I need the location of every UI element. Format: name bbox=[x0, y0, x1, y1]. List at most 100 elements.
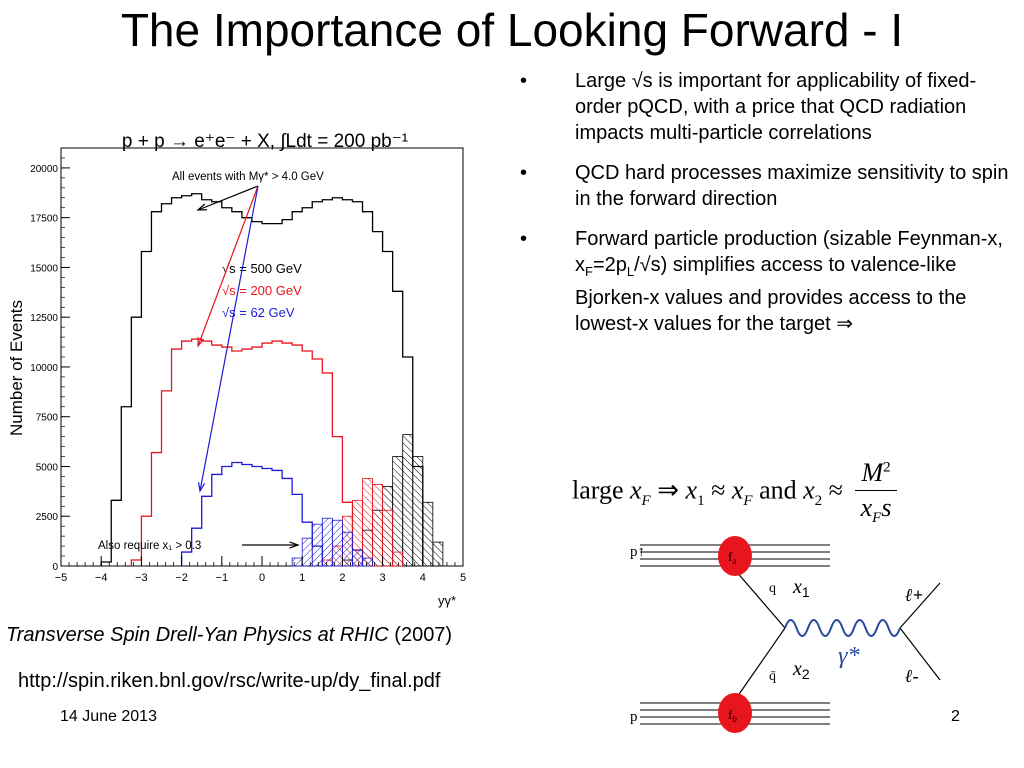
lepton-plus-line bbox=[899, 582, 941, 629]
y-tick-label: 17500 bbox=[30, 214, 58, 225]
annotation-arrow bbox=[197, 185, 259, 211]
histogram-outline bbox=[130, 338, 364, 566]
x-tick-label: 0 bbox=[259, 572, 265, 584]
histogram-bin bbox=[422, 501, 434, 567]
p-label: p bbox=[630, 709, 638, 725]
histogram-bin bbox=[382, 509, 394, 567]
bullet-text-post: /√s) simplifies access to valence-like B… bbox=[575, 254, 967, 335]
formula-sub-f: F bbox=[641, 492, 651, 509]
formula-x-b: x bbox=[731, 475, 744, 505]
series-0 bbox=[100, 193, 424, 566]
histogram-bin bbox=[331, 519, 343, 567]
feynman-diagram: fa fb p↑ p q q̄ x1 x2 γ* ℓ+ ℓ- bbox=[630, 536, 941, 733]
x1-label: x1 bbox=[792, 576, 810, 600]
citation: Transverse Spin Drell-Yan Physics at RHI… bbox=[6, 624, 452, 647]
histogram-layer bbox=[100, 193, 444, 567]
histogram-bin bbox=[372, 483, 383, 567]
slide-date: 14 June 2013 bbox=[60, 708, 157, 725]
quark-line bbox=[734, 569, 786, 629]
formula-den-s: s bbox=[881, 493, 892, 522]
bullet-marker: • bbox=[520, 228, 528, 250]
formula-fraction: M2 xFs bbox=[855, 458, 897, 527]
y-tick-label: 20000 bbox=[30, 164, 58, 175]
bullet-sub-f: F bbox=[585, 264, 593, 279]
histogram-bin bbox=[402, 434, 414, 567]
formula-sub-1: 1 bbox=[697, 492, 705, 509]
arrow-head bbox=[197, 336, 205, 348]
histogram-bin bbox=[352, 549, 363, 567]
parton-distribution-b bbox=[718, 693, 752, 733]
lepton-minus-label: ℓ- bbox=[905, 666, 919, 686]
formula-sub-f-b: F bbox=[743, 492, 753, 509]
histogram-bin bbox=[311, 523, 323, 567]
parton-distribution-a bbox=[718, 536, 752, 576]
bullet-sub-l: L bbox=[626, 264, 635, 279]
y-tick-label: 10000 bbox=[30, 363, 58, 374]
p-up-label: p↑ bbox=[630, 544, 645, 560]
series-2 bbox=[180, 461, 323, 566]
bullet-text-pre: Forward particle production (sizable Fey… bbox=[575, 228, 1003, 276]
histogram-bin bbox=[432, 541, 444, 567]
bullet-text: Large √s is important for applicability … bbox=[575, 70, 977, 144]
y-tick-label: 0 bbox=[52, 562, 58, 573]
arrow-head bbox=[197, 482, 206, 493]
formula-sub-2: 2 bbox=[814, 492, 823, 509]
legend-entry: √s = 62 GeV bbox=[222, 305, 295, 320]
legend-entry: √s = 200 GeV bbox=[222, 283, 302, 298]
kinematics-formula: large xF ⇒ x1 ≈ xF and x2 ≈ M2 xFs bbox=[572, 458, 897, 527]
x-tick-label: −2 bbox=[175, 572, 188, 584]
y-axis-label: Number of Events bbox=[7, 300, 26, 436]
formula-x1: x bbox=[685, 475, 698, 505]
x-tick-label: 2 bbox=[339, 572, 345, 584]
x2-label: x2 bbox=[792, 658, 810, 682]
formula-x2: x bbox=[803, 475, 815, 505]
y-tick-label: 5000 bbox=[36, 462, 59, 473]
photon-label: γ* bbox=[838, 643, 859, 669]
x-tick-label: −5 bbox=[55, 572, 68, 584]
x-tick-label: 1 bbox=[299, 572, 305, 584]
slide-number: 2 bbox=[951, 708, 960, 725]
histogram-bin bbox=[362, 557, 373, 567]
y-tick-label: 2500 bbox=[36, 512, 59, 523]
bullet-item: • QCD hard processes maximize sensitivity… bbox=[520, 160, 1020, 212]
histogram-bin bbox=[392, 456, 404, 567]
bullet-text-mid: =2p bbox=[592, 254, 627, 276]
annotation-x1-cut: Also require x₁ > 0.3 bbox=[98, 540, 201, 552]
x-tick-label: −4 bbox=[95, 572, 108, 584]
formula-word-and: and bbox=[759, 475, 797, 505]
chart-title: p + p → e⁺e⁻ + X, ∫Ldt = 200 pb⁻¹ bbox=[122, 131, 408, 152]
lepton-plus-label: ℓ+ bbox=[905, 585, 923, 605]
slide-title: The Importance of Looking Forward - I bbox=[120, 4, 904, 56]
bullet-marker: • bbox=[520, 162, 528, 184]
fa-label: fa bbox=[728, 549, 736, 566]
annotation-all-events: All events with Mγ* > 4.0 GeV bbox=[172, 171, 324, 183]
formula-implies: ⇒ bbox=[657, 475, 680, 505]
bullet-item: • Large √s is important for applicability… bbox=[520, 68, 1020, 146]
x-tick-label: −3 bbox=[135, 572, 148, 584]
y-tick-label: 15000 bbox=[30, 263, 58, 274]
x-tick-label: −1 bbox=[216, 572, 229, 584]
formula-approx-b: ≈ bbox=[828, 475, 843, 505]
histogram-outline bbox=[180, 461, 323, 566]
formula-sup-2: 2 bbox=[883, 459, 891, 476]
histogram-bin bbox=[392, 551, 404, 567]
arrow-head bbox=[196, 203, 208, 211]
annotations: All events with Mγ* > 4.0 GeV Also requi… bbox=[98, 171, 324, 552]
bullet-item: • Forward particle production (sizable Fe… bbox=[520, 226, 1020, 337]
tick-layer: −5 −4 −3 −2 −1 0 1 2 3 4 5 0 2500 5000 7500 10000 12500 1… bbox=[30, 147, 466, 584]
reference-link[interactable]: http://spin.riken.bnl.gov/rsc/write-up/d… bbox=[18, 670, 441, 692]
x-axis-label: yγ* bbox=[438, 593, 456, 608]
qbar-label: q̄ bbox=[769, 669, 776, 684]
photon-propagator bbox=[784, 619, 901, 637]
annotation-arrow bbox=[197, 185, 259, 347]
series-5 bbox=[291, 517, 373, 567]
x-tick-label: 5 bbox=[460, 572, 466, 584]
histogram-bin bbox=[321, 517, 333, 567]
annotation-arrow bbox=[199, 185, 259, 492]
fb-label: fb bbox=[728, 707, 737, 724]
formula-word-large: large bbox=[572, 475, 624, 505]
y-tick-label: 12500 bbox=[30, 313, 58, 324]
y-tick-label: 7500 bbox=[36, 413, 59, 424]
formula-den-sub-f: F bbox=[872, 510, 882, 527]
formula-x: x bbox=[630, 475, 642, 505]
